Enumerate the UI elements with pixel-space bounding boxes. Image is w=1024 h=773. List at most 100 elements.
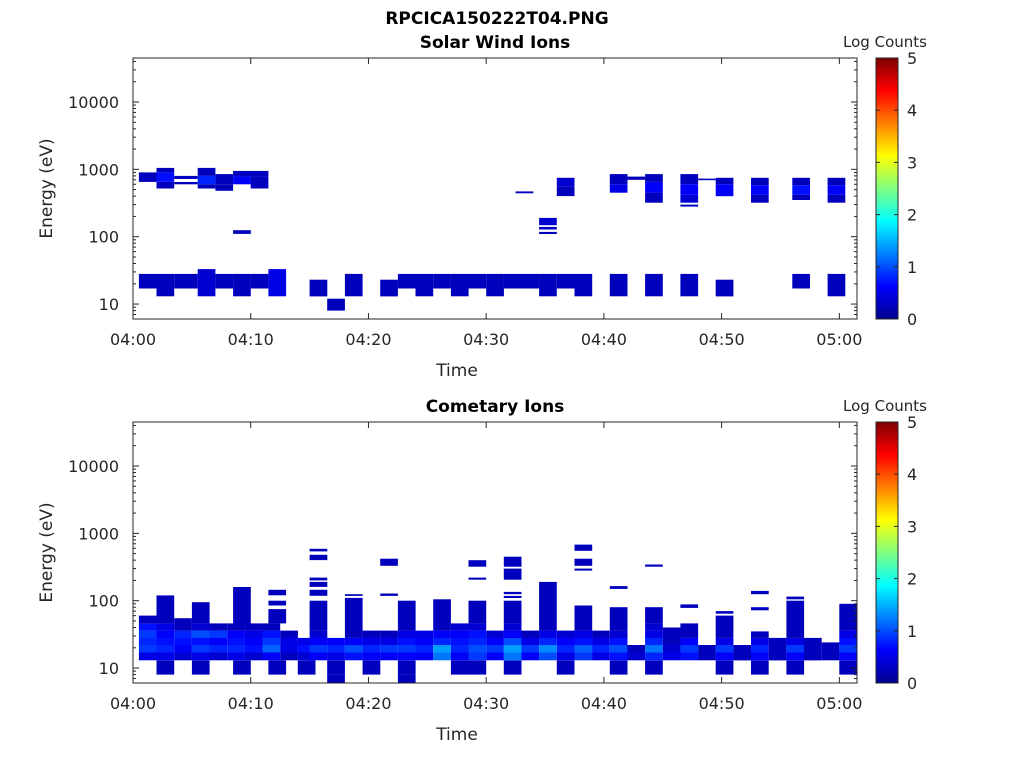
heatmap-cell <box>174 175 198 179</box>
x-tick-label: 05:00 <box>816 330 862 349</box>
x-tick-label: 04:50 <box>699 330 745 349</box>
heatmap-cell <box>468 645 487 653</box>
heatmap-cell <box>397 674 416 683</box>
heatmap-cell <box>450 645 469 653</box>
heatmap-cell <box>380 645 398 653</box>
heatmap-cell <box>244 652 263 661</box>
heatmap-cell <box>233 230 251 234</box>
heatmap-cell <box>592 652 610 661</box>
heatmap-cell <box>156 595 175 624</box>
heatmap-cell <box>174 630 192 638</box>
heatmap-cell <box>415 645 434 653</box>
heatmap-cell <box>715 279 734 297</box>
heatmap-cell <box>327 637 345 645</box>
heatmap-cell <box>174 637 192 645</box>
heatmap-cell <box>191 630 210 638</box>
heatmap-cell <box>138 172 157 182</box>
heatmap-cell <box>715 615 734 638</box>
heatmap-cell <box>645 660 663 675</box>
colorbar-tick-label: 1 <box>907 622 917 641</box>
x-axis-label: Time <box>435 725 478 745</box>
heatmap-cell <box>262 637 281 645</box>
heatmap-cell <box>197 269 216 297</box>
colorbar-tick-label: 1 <box>907 258 917 277</box>
heatmap-cell <box>197 167 216 176</box>
heatmap-cell <box>503 623 522 631</box>
heatmap-cell <box>397 645 416 653</box>
heatmap-cell <box>450 623 469 631</box>
heatmap-cell <box>768 637 787 645</box>
heatmap-cell <box>174 182 198 185</box>
heatmap-cell <box>138 652 157 661</box>
heatmap-cell <box>244 623 263 631</box>
colorbar-label: Log Counts <box>843 33 927 51</box>
heatmap-cell <box>592 637 610 645</box>
heatmap-cell <box>503 652 522 661</box>
heatmap-cell <box>191 660 210 675</box>
solar-wind-panel: Solar Wind Ions 04:00 04:10 04:20 04:30 04:40… <box>37 33 927 381</box>
heatmap-cell <box>397 652 416 661</box>
heatmap-cell <box>344 652 363 661</box>
heatmap-cell <box>627 652 646 661</box>
heatmap-cell <box>574 568 593 571</box>
heatmap-cell <box>645 564 663 567</box>
x-tick-label: 04:20 <box>345 694 391 713</box>
heatmap-cell <box>574 605 593 631</box>
heatmap-cell <box>627 176 646 180</box>
heatmap-cell <box>433 652 451 661</box>
heatmap-cell <box>556 637 575 645</box>
heatmap-cell <box>662 627 681 645</box>
heatmap-cell <box>645 630 663 638</box>
heatmap-cell <box>539 231 557 234</box>
heatmap-cell <box>827 194 846 203</box>
heatmap-cell <box>804 637 822 645</box>
heatmap-cell <box>609 607 628 631</box>
heatmap-cell <box>362 637 381 645</box>
heatmap-cell <box>227 645 245 653</box>
heatmap-cell <box>156 645 175 653</box>
y-tick-label: 1000 <box>78 160 119 179</box>
heatmap-cell <box>539 217 557 226</box>
heatmap-cell <box>645 192 663 203</box>
heatmap-cell <box>574 558 593 566</box>
heatmap-cell <box>362 645 381 653</box>
colorbar-tick-label: 5 <box>907 49 917 68</box>
heatmap-cell <box>751 652 769 661</box>
y-axis-label: Energy (eV) <box>37 502 57 602</box>
heatmap-cell <box>786 637 805 645</box>
heatmap-cell <box>415 637 434 645</box>
heatmap-cell <box>715 637 734 645</box>
heatmap-cell <box>450 652 469 661</box>
heatmap-cell <box>327 645 345 653</box>
heatmap-cell <box>503 660 522 675</box>
heatmap-cell <box>327 298 345 311</box>
colorbar-tick-label: 5 <box>907 413 917 432</box>
heatmap-cell <box>645 637 663 645</box>
heatmap-cell <box>156 172 175 182</box>
heatmap-cell <box>503 637 522 645</box>
heatmap-cell <box>592 645 610 653</box>
heatmap-cell <box>786 660 805 675</box>
heatmap-cell <box>556 177 575 187</box>
heatmap-cell <box>362 660 381 675</box>
heatmap-cell <box>309 581 328 587</box>
heatmap-cell <box>156 273 175 297</box>
heatmap-cell <box>209 637 228 645</box>
heatmap-cell <box>380 593 398 596</box>
heatmap-cell <box>250 273 269 289</box>
heatmap-cell <box>344 273 363 297</box>
heatmap-cell <box>309 548 328 552</box>
heatmap-cell <box>397 630 416 638</box>
heatmap-cell <box>645 645 663 653</box>
heatmap-cell <box>503 273 522 289</box>
heatmap-cell <box>751 660 769 675</box>
heatmap-cell <box>556 660 575 675</box>
heatmap-cell <box>233 660 251 675</box>
heatmap-cell <box>574 273 593 297</box>
heatmap-cell <box>344 594 363 596</box>
y-tick-label: 10 <box>99 295 119 314</box>
heatmap-cell <box>156 167 175 173</box>
heatmap-cell <box>433 645 451 653</box>
